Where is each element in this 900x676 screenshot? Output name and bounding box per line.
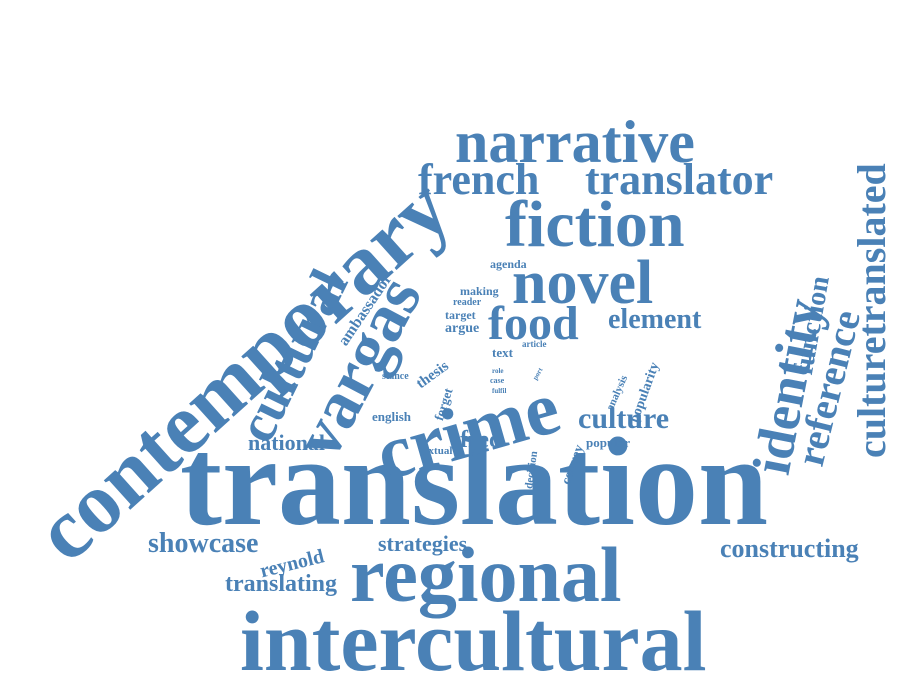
word-regional: regional [350,531,622,618]
word-agenda: agenda [490,257,527,271]
word-fiction: fiction [505,188,685,261]
word-target: target [445,308,476,322]
word-culture: culture [578,402,670,435]
word-fred: fred [460,427,503,453]
word-element: element [608,304,702,335]
word-article: article [522,339,547,349]
word-textual: textual [420,445,453,457]
word-strategies: strategies [378,531,468,556]
word-constructing: constructing [720,534,859,563]
word-case: case [490,376,505,385]
word-translator: translator [585,155,774,204]
word-argue: argue [445,321,480,336]
word-translation: translation [180,413,769,552]
word-popular: popular [586,435,631,450]
word-intercultural: intercultural [240,593,707,676]
word-translating: translating [225,571,338,597]
word-fulfil: fulfil [492,387,507,395]
word-french: french [418,155,540,204]
word-making: making [460,284,499,298]
word-stance: stance [382,371,409,382]
word-text: text [492,345,513,360]
word-english: english [372,409,412,424]
word-reader: reader [453,297,482,308]
word-role: role [492,367,504,375]
word-showcase: showcase [148,528,259,559]
word-food: food [488,297,579,350]
word-narrative: narrative [455,109,695,175]
word-culturetranslated: culturetranslated [849,163,894,458]
word-national: national [248,430,326,455]
word-novel: novel [512,249,654,317]
